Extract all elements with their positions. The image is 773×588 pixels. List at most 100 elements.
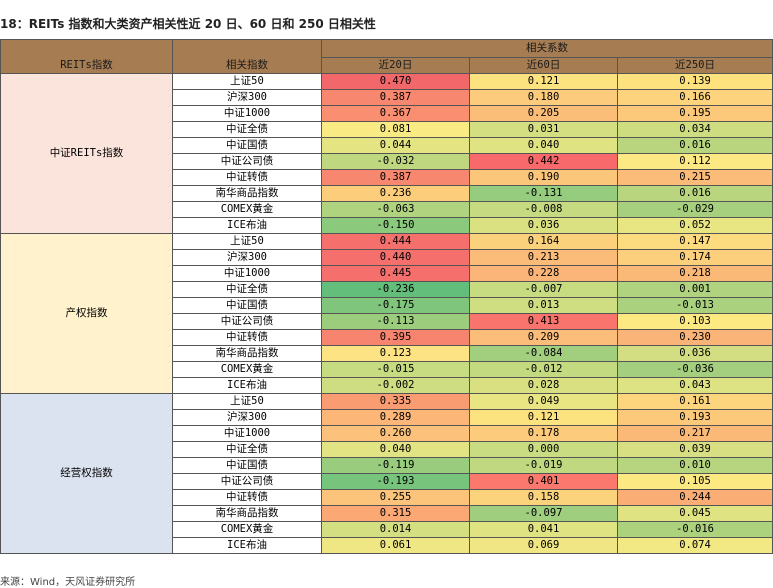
table-row: 中证国债 -0.175 0.013 -0.013 <box>1 297 773 314</box>
corr-20d-cell: 0.044 <box>321 137 470 154</box>
table-row: 中证1000 0.445 0.228 0.218 <box>1 265 773 282</box>
corr-60d-cell: -0.097 <box>469 505 618 522</box>
header-20d: 近20日 <box>321 57 470 74</box>
related-index-cell: 上证50 <box>172 233 322 250</box>
corr-20d-cell: -0.150 <box>321 217 470 234</box>
related-index-cell: 中证国债 <box>172 297 322 314</box>
table-row: 中证国债 -0.119 -0.019 0.010 <box>1 457 773 474</box>
header-reits-index: REITs指数 <box>0 39 173 74</box>
related-index-cell: ICE布油 <box>172 537 322 554</box>
related-index-cell: 中证1000 <box>172 425 322 442</box>
corr-20d-cell: 0.335 <box>321 393 470 410</box>
table-row: 中证REITs指数 上证50 0.470 0.121 0.139 <box>0 73 773 234</box>
corr-250d-cell: 0.036 <box>617 345 773 362</box>
corr-20d-cell: -0.063 <box>321 201 470 218</box>
corr-60d-cell: 0.164 <box>469 233 618 250</box>
related-index-cell: 沪深300 <box>172 89 322 106</box>
table-row: 中证国债 0.044 0.040 0.016 <box>1 137 773 154</box>
related-index-cell: 南华商品指数 <box>172 345 322 362</box>
group-label: 中证REITs指数 <box>0 73 173 234</box>
corr-60d-cell: 0.190 <box>469 169 618 186</box>
header-correlation-coefficient: 相关系数 <box>321 39 773 58</box>
corr-60d-cell: 0.209 <box>469 329 618 346</box>
related-index-cell: 中证国债 <box>172 457 322 474</box>
table-row: 中证转债 0.387 0.190 0.215 <box>1 169 773 186</box>
corr-60d-cell: 0.158 <box>469 489 618 506</box>
group-label: 产权指数 <box>0 233 173 394</box>
related-index-cell: 中证转债 <box>172 489 322 506</box>
correlation-table: REITs指数 相关指数 相关系数 近20日 近60日 近250日 中证REIT… <box>0 39 773 554</box>
corr-250d-cell: -0.013 <box>617 297 773 314</box>
corr-250d-cell: 0.230 <box>617 329 773 346</box>
corr-250d-cell: 0.105 <box>617 473 773 490</box>
corr-250d-cell: 0.217 <box>617 425 773 442</box>
corr-60d-cell: 0.069 <box>469 537 618 554</box>
corr-20d-cell: -0.236 <box>321 281 470 298</box>
related-index-cell: 沪深300 <box>172 249 322 266</box>
corr-60d-cell: 0.413 <box>469 313 618 330</box>
table-row: 中证公司债 -0.032 0.442 0.112 <box>1 153 773 170</box>
table-row: 沪深300 0.440 0.213 0.174 <box>1 249 773 266</box>
related-index-cell: 南华商品指数 <box>172 185 322 202</box>
table-row: 中证全债 0.081 0.031 0.034 <box>1 121 773 138</box>
header-250d: 近250日 <box>617 57 773 74</box>
related-index-cell: 中证全债 <box>172 441 322 458</box>
corr-250d-cell: 0.039 <box>617 441 773 458</box>
corr-250d-cell: -0.036 <box>617 361 773 378</box>
related-index-cell: 中证1000 <box>172 105 322 122</box>
corr-250d-cell: 0.010 <box>617 457 773 474</box>
corr-20d-cell: 0.236 <box>321 185 470 202</box>
corr-250d-cell: 0.174 <box>617 249 773 266</box>
corr-20d-cell: 0.387 <box>321 169 470 186</box>
corr-20d-cell: 0.395 <box>321 329 470 346</box>
corr-250d-cell: 0.244 <box>617 489 773 506</box>
corr-250d-cell: -0.029 <box>617 201 773 218</box>
corr-20d-cell: -0.175 <box>321 297 470 314</box>
related-index-cell: 中证转债 <box>172 329 322 346</box>
table-row: ICE布油 0.061 0.069 0.074 <box>1 537 773 554</box>
related-index-cell: COMEX黄金 <box>172 361 322 378</box>
table-body: 中证REITs指数 上证50 0.470 0.121 0.139 沪深300 0.387 0.… <box>0 73 773 554</box>
related-index-cell: COMEX黄金 <box>172 201 322 218</box>
corr-60d-cell: -0.084 <box>469 345 618 362</box>
corr-60d-cell: 0.036 <box>469 217 618 234</box>
corr-250d-cell: 0.052 <box>617 217 773 234</box>
related-index-cell: 中证公司债 <box>172 313 322 330</box>
corr-250d-cell: 0.074 <box>617 537 773 554</box>
related-index-cell: 南华商品指数 <box>172 505 322 522</box>
corr-60d-cell: 0.041 <box>469 521 618 538</box>
corr-250d-cell: 0.147 <box>617 233 773 250</box>
corr-20d-cell: 0.440 <box>321 249 470 266</box>
related-index-cell: 中证全债 <box>172 281 322 298</box>
corr-250d-cell: 0.001 <box>617 281 773 298</box>
corr-60d-cell: -0.012 <box>469 361 618 378</box>
corr-250d-cell: 0.043 <box>617 377 773 394</box>
corr-250d-cell: 0.016 <box>617 185 773 202</box>
related-index-cell: 中证1000 <box>172 265 322 282</box>
corr-60d-cell: 0.180 <box>469 89 618 106</box>
corr-20d-cell: -0.193 <box>321 473 470 490</box>
corr-250d-cell: 0.016 <box>617 137 773 154</box>
table-row: COMEX黄金 -0.063 -0.008 -0.029 <box>1 201 773 218</box>
corr-20d-cell: 0.040 <box>321 441 470 458</box>
table-row: 南华商品指数 0.236 -0.131 0.016 <box>1 185 773 202</box>
related-index-cell: 中证公司债 <box>172 473 322 490</box>
corr-60d-cell: 0.013 <box>469 297 618 314</box>
header-related-index: 相关指数 <box>172 39 322 74</box>
related-index-cell: 中证全债 <box>172 121 322 138</box>
corr-60d-cell: 0.049 <box>469 393 618 410</box>
table-row: 中证1000 0.260 0.178 0.217 <box>1 425 773 442</box>
corr-20d-cell: 0.470 <box>321 73 470 90</box>
corr-20d-cell: -0.119 <box>321 457 470 474</box>
table-row: 中证公司债 -0.193 0.401 0.105 <box>1 473 773 490</box>
corr-250d-cell: 0.103 <box>617 313 773 330</box>
related-index-cell: 沪深300 <box>172 409 322 426</box>
table-row: COMEX黄金 -0.015 -0.012 -0.036 <box>1 361 773 378</box>
corr-60d-cell: -0.008 <box>469 201 618 218</box>
table-row: 沪深300 0.289 0.121 0.193 <box>1 409 773 426</box>
corr-60d-cell: -0.007 <box>469 281 618 298</box>
corr-20d-cell: 0.014 <box>321 521 470 538</box>
table-row: 产权指数 上证50 0.444 0.164 0.147 <box>0 233 773 394</box>
corr-60d-cell: 0.442 <box>469 153 618 170</box>
related-index-cell: COMEX黄金 <box>172 521 322 538</box>
